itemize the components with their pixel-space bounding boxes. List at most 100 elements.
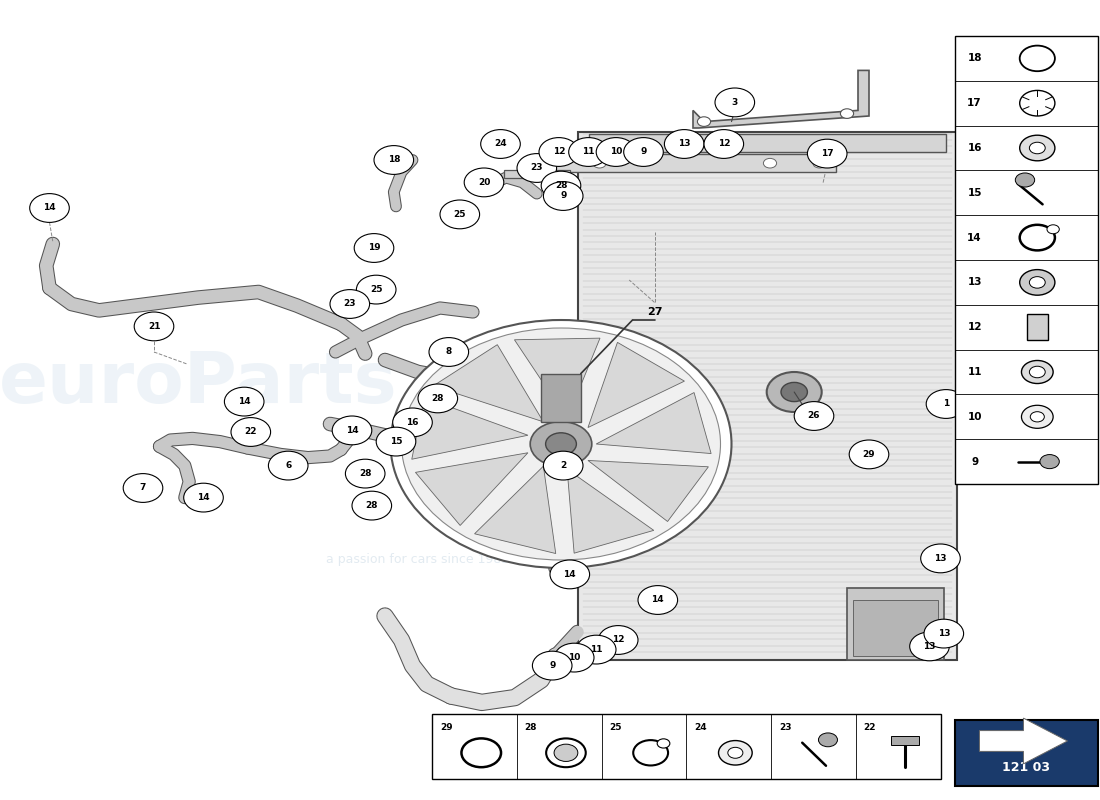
Bar: [1026, 314, 1048, 340]
Text: 9: 9: [560, 191, 566, 201]
Circle shape: [767, 372, 822, 412]
Bar: [588, 134, 946, 152]
Polygon shape: [568, 470, 653, 553]
Text: 27: 27: [647, 307, 662, 317]
Text: 11: 11: [590, 645, 603, 654]
Text: 25: 25: [453, 210, 466, 219]
Circle shape: [1020, 270, 1055, 295]
Circle shape: [134, 312, 174, 341]
Circle shape: [807, 139, 847, 168]
Text: 12: 12: [717, 139, 730, 149]
Circle shape: [704, 130, 744, 158]
Circle shape: [624, 138, 663, 166]
Circle shape: [547, 738, 585, 767]
Circle shape: [1031, 412, 1044, 422]
Text: 22: 22: [244, 427, 257, 437]
Text: 13: 13: [678, 139, 691, 149]
Circle shape: [330, 290, 370, 318]
Circle shape: [123, 474, 163, 502]
Circle shape: [818, 733, 837, 746]
Text: 9: 9: [549, 661, 556, 670]
Text: 13: 13: [934, 554, 947, 563]
Text: 9: 9: [971, 457, 978, 466]
Text: 26: 26: [807, 411, 821, 421]
Text: 29: 29: [440, 723, 452, 733]
Polygon shape: [979, 718, 1067, 764]
Circle shape: [1030, 366, 1045, 378]
Text: euroParts: euroParts: [0, 350, 397, 418]
Circle shape: [356, 275, 396, 304]
Polygon shape: [411, 398, 528, 459]
Circle shape: [1030, 142, 1045, 154]
Text: 28: 28: [554, 181, 568, 190]
Text: 23: 23: [530, 163, 543, 173]
Circle shape: [910, 632, 949, 661]
Circle shape: [345, 459, 385, 488]
Bar: [847, 588, 944, 660]
Text: 13: 13: [967, 278, 982, 287]
Circle shape: [541, 171, 581, 200]
Circle shape: [664, 130, 704, 158]
Circle shape: [390, 320, 732, 568]
Text: 28: 28: [365, 501, 378, 510]
Text: 20: 20: [477, 178, 491, 187]
Text: 1: 1: [943, 399, 949, 409]
Text: 17: 17: [967, 98, 982, 108]
Bar: [955, 720, 1098, 786]
Circle shape: [30, 194, 69, 222]
Text: 7: 7: [140, 483, 146, 493]
Text: 11: 11: [582, 147, 595, 157]
Text: 18: 18: [387, 155, 400, 165]
Text: 13: 13: [937, 629, 950, 638]
Circle shape: [593, 158, 606, 168]
Circle shape: [849, 440, 889, 469]
Text: 23: 23: [343, 299, 356, 309]
Circle shape: [728, 747, 743, 758]
Circle shape: [332, 416, 372, 445]
Circle shape: [354, 234, 394, 262]
Circle shape: [543, 158, 557, 168]
Text: 16: 16: [406, 418, 419, 427]
Circle shape: [393, 408, 432, 437]
Circle shape: [924, 619, 964, 648]
Circle shape: [715, 88, 755, 117]
Circle shape: [402, 328, 720, 560]
Text: a passion for cars since 1985: a passion for cars since 1985: [591, 594, 773, 606]
Circle shape: [596, 138, 636, 166]
Polygon shape: [474, 466, 556, 554]
Text: 28: 28: [525, 723, 537, 733]
Text: 25: 25: [370, 285, 383, 294]
Circle shape: [224, 387, 264, 416]
Circle shape: [1020, 135, 1055, 161]
Text: 10: 10: [609, 147, 623, 157]
Text: a passion for cars since 1985: a passion for cars since 1985: [327, 554, 509, 566]
Text: 13: 13: [923, 642, 936, 651]
Polygon shape: [588, 342, 684, 427]
Text: 24: 24: [494, 139, 507, 149]
Circle shape: [546, 433, 576, 455]
Circle shape: [429, 338, 469, 366]
Text: 12: 12: [612, 635, 625, 645]
Bar: [504, 170, 570, 178]
Text: 25: 25: [609, 723, 622, 733]
Circle shape: [763, 158, 777, 168]
Circle shape: [1030, 277, 1045, 288]
Circle shape: [1022, 406, 1053, 428]
Circle shape: [418, 384, 458, 413]
Polygon shape: [515, 338, 600, 418]
Polygon shape: [596, 393, 711, 454]
Text: 10: 10: [568, 653, 581, 662]
Text: 14: 14: [967, 233, 982, 242]
Text: 14: 14: [345, 426, 359, 435]
Circle shape: [440, 200, 480, 229]
Circle shape: [813, 158, 826, 168]
Text: 2: 2: [560, 461, 566, 470]
Text: 14: 14: [651, 595, 664, 605]
Text: 12: 12: [552, 147, 565, 157]
Bar: [539, 154, 836, 172]
Text: 29: 29: [862, 450, 876, 459]
Circle shape: [543, 451, 583, 480]
Circle shape: [638, 586, 678, 614]
Circle shape: [697, 117, 711, 126]
Circle shape: [1040, 454, 1059, 469]
